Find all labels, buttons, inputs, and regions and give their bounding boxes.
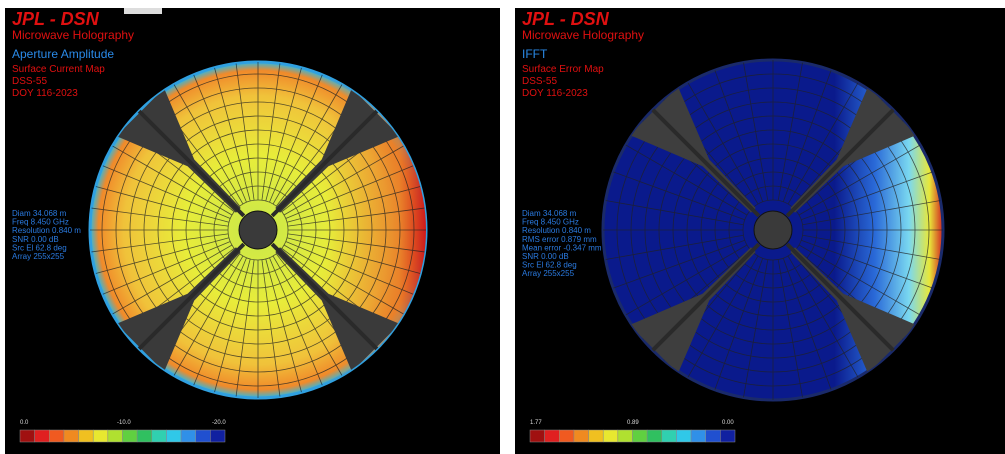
info-line: Array 255x255 bbox=[522, 269, 575, 278]
colorbar-swatch bbox=[603, 430, 618, 442]
screenshot: JPL - DSNMicrowave HolographyAperture Am… bbox=[0, 0, 1005, 454]
colorbar-swatch bbox=[530, 430, 545, 442]
colorbar-swatch bbox=[181, 430, 196, 442]
colorbar-swatch bbox=[720, 430, 735, 442]
map-name: Surface Error Map bbox=[522, 64, 604, 75]
colorbar-swatch bbox=[210, 430, 225, 442]
colorbar-label: -10.0 bbox=[117, 420, 131, 426]
hub bbox=[754, 211, 792, 249]
colorbar-swatch bbox=[647, 430, 662, 442]
brand: JPL - DSN bbox=[522, 9, 610, 29]
colorbar-swatch bbox=[20, 430, 35, 442]
mode: Aperture Amplitude bbox=[12, 47, 114, 61]
dish bbox=[90, 62, 426, 398]
station: DSS-55 bbox=[12, 76, 47, 87]
dish bbox=[603, 60, 943, 400]
colorbar-swatch bbox=[559, 430, 574, 442]
info-line: Array 255x255 bbox=[12, 252, 65, 261]
colorbar-swatch bbox=[152, 430, 167, 442]
colorbar-swatch bbox=[196, 430, 211, 442]
colorbar-swatch bbox=[64, 430, 79, 442]
colorbar-swatch bbox=[706, 430, 721, 442]
mode: IFFT bbox=[522, 47, 548, 61]
map-name: Surface Current Map bbox=[12, 64, 105, 75]
colorbar-swatch bbox=[618, 430, 633, 442]
colorbar-swatch bbox=[79, 430, 94, 442]
colorbar-swatch bbox=[691, 430, 706, 442]
colorbar-swatch bbox=[93, 430, 108, 442]
colorbar-swatch bbox=[166, 430, 181, 442]
colorbar-label: 0.89 bbox=[627, 420, 639, 426]
date: DOY 116-2023 bbox=[12, 88, 78, 99]
colorbar-swatch bbox=[574, 430, 589, 442]
colorbar-swatch bbox=[108, 430, 123, 442]
station: DSS-55 bbox=[522, 76, 557, 87]
colorbar-label: 0.0 bbox=[20, 420, 29, 426]
colorbar-swatch bbox=[137, 430, 152, 442]
colorbar-swatch bbox=[589, 430, 604, 442]
colorbar-swatch bbox=[662, 430, 677, 442]
colorbar-swatch bbox=[545, 430, 560, 442]
subtitle: Microwave Holography bbox=[522, 28, 644, 42]
colorbar-label: 1.77 bbox=[530, 420, 542, 426]
colorbar-swatch bbox=[123, 430, 138, 442]
toolbar-icon bbox=[124, 8, 162, 14]
colorbar-swatch bbox=[35, 430, 50, 442]
colorbar-label: -20.0 bbox=[212, 420, 226, 426]
colorbar-swatch bbox=[49, 430, 64, 442]
date: DOY 116-2023 bbox=[522, 88, 588, 99]
colorbar-label: 0.00 bbox=[722, 420, 734, 426]
colorbar-swatch bbox=[633, 430, 648, 442]
colorbar-swatch bbox=[676, 430, 691, 442]
hub bbox=[239, 211, 277, 249]
brand: JPL - DSN bbox=[12, 9, 100, 29]
subtitle: Microwave Holography bbox=[12, 28, 134, 42]
